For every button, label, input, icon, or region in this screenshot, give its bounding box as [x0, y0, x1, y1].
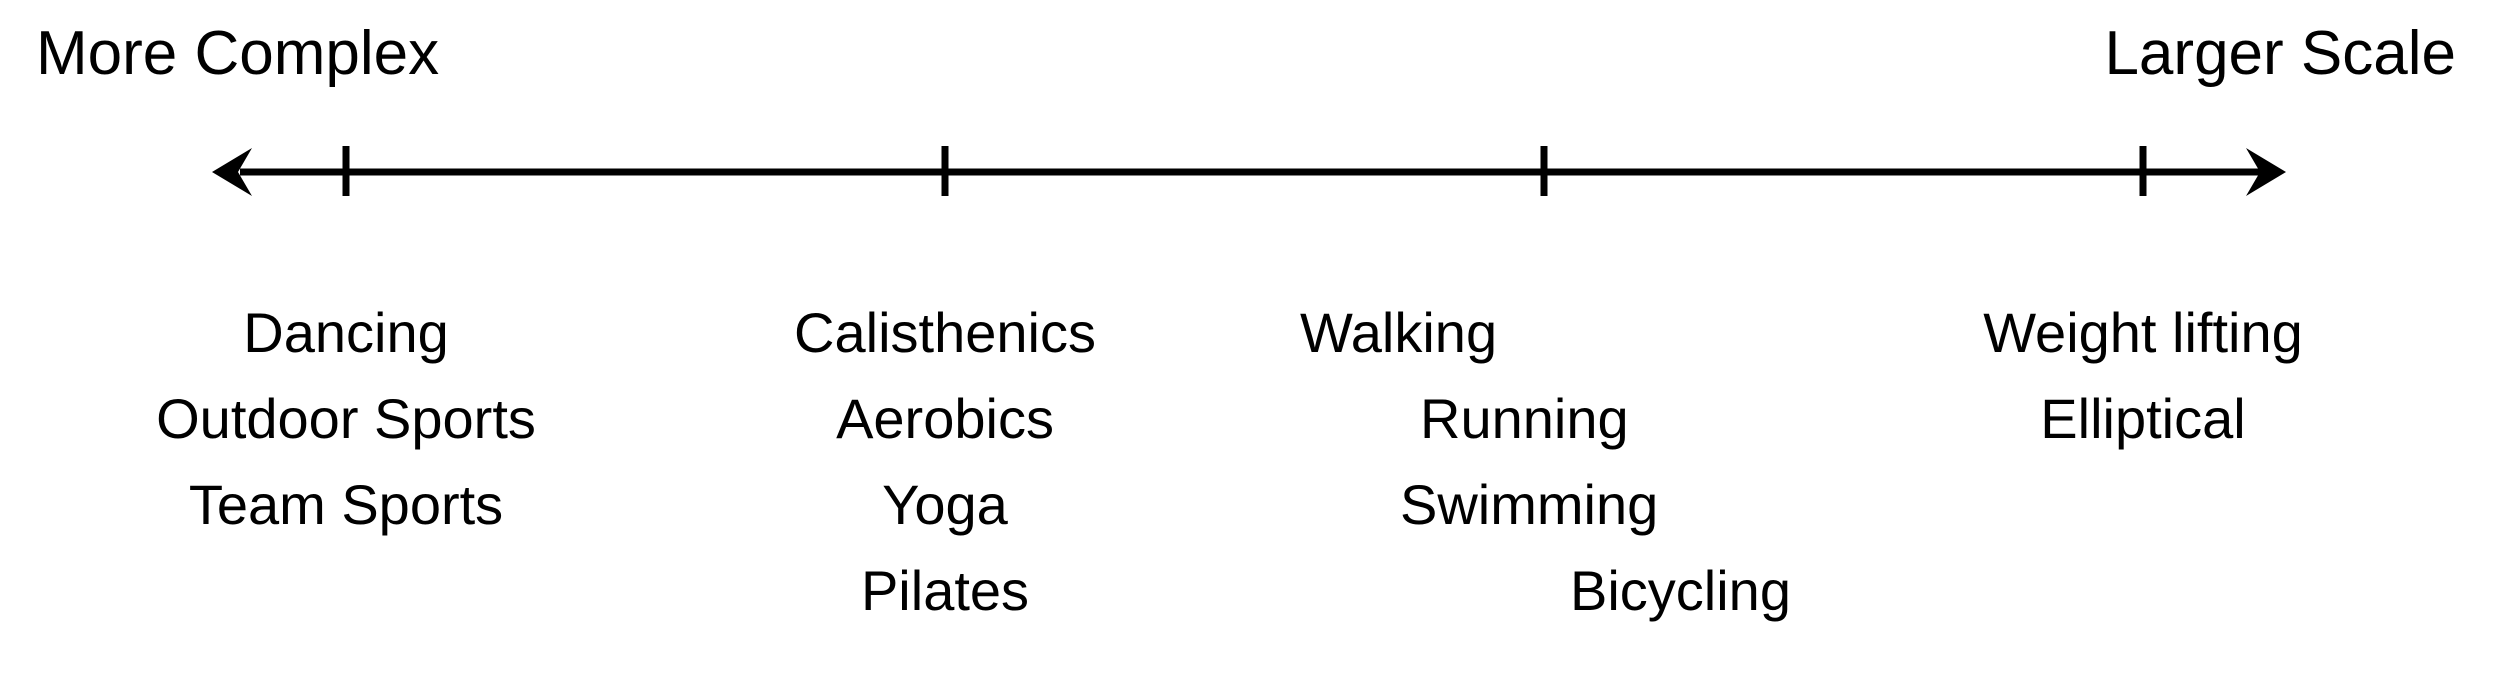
activity-label: Swimming: [1400, 473, 1659, 536]
activity-label: Aerobics: [836, 387, 1054, 450]
tick-1-activity-list: Dancing Outdoor Sports Team Sports: [66, 290, 626, 548]
activity-label: Running: [1420, 387, 1629, 450]
activity-label: Team Sports: [188, 473, 504, 536]
activity-label: Weight lifting: [1983, 301, 2303, 364]
left-arrowhead: [212, 148, 252, 196]
tick-2-activity-list: Calisthenics Aerobics Yoga Pilates: [665, 290, 1225, 634]
activity-label: Pilates: [860, 559, 1030, 622]
tick-3-activity-list: Walking Running Swimming Bicycling: [1264, 290, 1824, 634]
larger-scale-label: Larger Scale: [2104, 19, 2456, 88]
activity-label: Yoga: [882, 473, 1008, 536]
tick-4-activity-list: Weight lifting Elliptical: [1863, 290, 2423, 462]
activity-label: Bicycling: [1570, 559, 1791, 622]
activity-label: Dancing: [243, 301, 449, 364]
activity-label: Calisthenics: [794, 301, 1096, 364]
right-arrowhead: [2246, 148, 2286, 196]
more-complex-label: More Complex: [36, 19, 440, 88]
activity-label: Elliptical: [2040, 387, 2246, 450]
activity-label: Walking: [1300, 301, 1498, 364]
activity-label: Outdoor Sports: [156, 387, 536, 450]
